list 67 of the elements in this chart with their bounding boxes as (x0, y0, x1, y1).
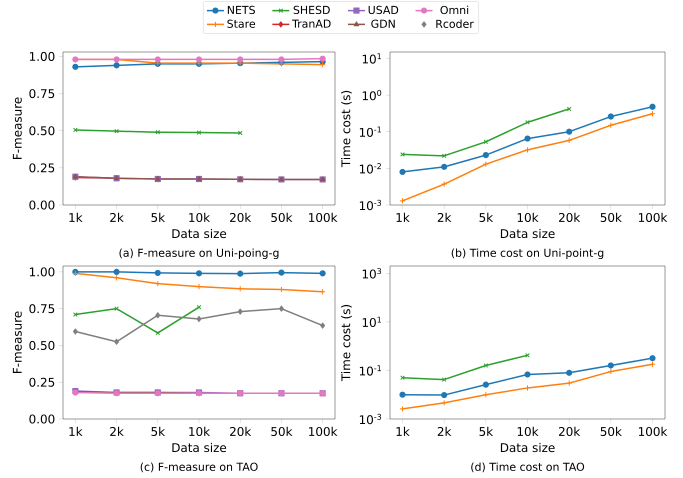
x-tick-label: 5k (479, 426, 494, 436)
y-tick-label: 1.00 (30, 267, 54, 276)
legend-label: USAD (368, 6, 398, 14)
text: (c) F-measure on TAO (140, 462, 258, 472)
x-tick-label: 50k (600, 426, 622, 436)
y-tick-label: 10$^{-3}$ (360, 414, 382, 424)
legend-label: Stare (227, 20, 256, 28)
x-tick-label: 5k (151, 426, 166, 436)
x-tick-label: 5k (151, 212, 166, 222)
y-tick-label: 10$^{1}$ (362, 53, 381, 64)
x-tick-label: 50k (271, 426, 292, 436)
x-axis-title: Data size (172, 442, 226, 452)
y-tick-label: 10$^{-1}$ (360, 365, 381, 376)
x-tick-label: 50k (271, 212, 292, 222)
x-axis-title: Data size (500, 228, 555, 238)
y-tick-label: 10$^{1}$ (362, 316, 381, 328)
x-tick-label: 50k (600, 212, 622, 222)
y-tick-label: 0.00 (29, 414, 54, 424)
x-tick-label: 100k (309, 426, 338, 436)
x-tick-label: 2k (438, 212, 452, 222)
legend-label: Omni (440, 6, 468, 14)
y-tick-label: 0.50 (29, 126, 54, 136)
y-axis-title: F-measure (12, 97, 22, 159)
legend-label: GDN (371, 20, 395, 28)
y-tick-label: 10$^{-1}$ (360, 126, 381, 137)
x-tick-label: 100k (638, 212, 668, 222)
y-tick-label: 0.75 (29, 304, 54, 314)
x-tick-label: 10k (518, 212, 539, 222)
y-tick-label: 10$^{0}$ (362, 90, 382, 100)
x-tick-label: 10k (518, 426, 539, 436)
y-tick-label: 0.75 (29, 89, 54, 98)
text: (d) Time cost on TAO (471, 462, 584, 472)
x-tick-label: 1k (69, 426, 83, 436)
y-tick-label: 10$^{-3}$ (360, 200, 382, 210)
x-tick-label: 100k (638, 426, 668, 436)
legend-label: Rcoder (436, 19, 474, 28)
y-axis-title: F-measure (12, 311, 22, 373)
legend-label: TranAD (292, 20, 331, 28)
y-tick-label: 1.00 (30, 52, 54, 61)
x-tick-label: 2k (110, 426, 124, 436)
y-tick-label: 0.00 (29, 200, 54, 210)
x-tick-label: 10k (189, 426, 210, 436)
text: (b) Time cost on Uni-point-g (452, 248, 604, 260)
y-tick-label: 0.25 (29, 378, 54, 387)
legend-label: NETS (228, 6, 255, 14)
x-tick-label: 20k (230, 426, 252, 436)
x-tick-label: 20k (230, 212, 252, 222)
legend-label: SHESD (294, 6, 330, 14)
x-tick-label: 2k (110, 212, 124, 222)
x-tick-label: 1k (396, 212, 410, 222)
y-axis-title: Time cost (s) (341, 304, 352, 382)
y-axis-title: Time cost (s) (341, 90, 352, 168)
x-tick-label: 1k (69, 212, 83, 222)
y-tick-label: 0.50 (29, 340, 54, 350)
x-tick-label: 1k (396, 426, 410, 436)
x-tick-label: 10k (189, 212, 210, 222)
x-tick-label: 2k (438, 426, 452, 436)
y-tick-label: 10$^{3}$ (362, 268, 382, 279)
x-tick-label: 20k (558, 426, 580, 436)
x-tick-label: 20k (558, 212, 580, 222)
y-tick-label: 10$^{-2}$ (360, 163, 381, 174)
x-axis-title: Data size (500, 442, 555, 452)
y-tick-label: 0.25 (29, 163, 54, 172)
x-tick-label: 5k (479, 212, 494, 222)
text: (a) F-measure on Uni-poing-g (119, 248, 278, 260)
x-axis-title: Data size (172, 228, 226, 238)
x-tick-label: 100k (309, 212, 338, 222)
